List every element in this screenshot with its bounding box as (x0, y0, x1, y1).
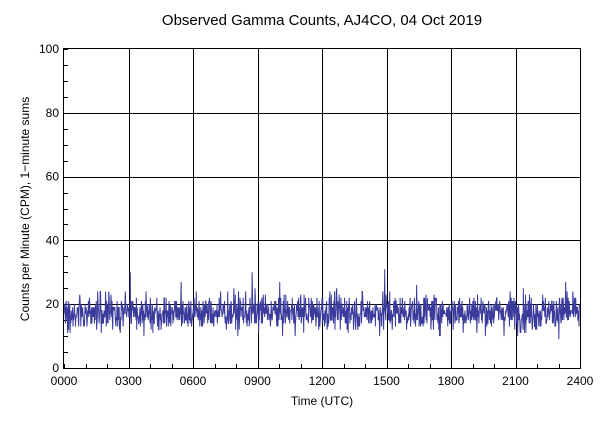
x-tick-label: 1200 (309, 374, 336, 388)
x-tick-label: 0300 (115, 374, 142, 388)
y-tick-label: 20 (46, 297, 60, 311)
y-tick-label: 80 (46, 106, 60, 120)
x-tick-label: 2100 (502, 374, 529, 388)
plot-frame (63, 48, 581, 369)
y-tick-label: 60 (46, 170, 60, 184)
x-tick-label: 1500 (373, 374, 400, 388)
x-tick-label: 1800 (438, 374, 465, 388)
y-tick-label: 0 (52, 361, 59, 375)
y-tick-labels: 0 20 40 60 80 100 (39, 42, 59, 375)
grid (64, 49, 580, 368)
y-tick-label: 40 (46, 233, 60, 247)
x-tick-labels: 0000 0300 0600 0900 1200 1500 1800 2100 2400 (51, 374, 594, 388)
x-axis-label: Time (UTC) (291, 394, 353, 408)
x-tick-label: 0600 (180, 374, 207, 388)
x-tick-label: 0000 (51, 374, 78, 388)
y-axis-label: Counts per Minute (CPM), 1−minute sums (18, 97, 32, 321)
y-tick-label: 100 (39, 42, 59, 56)
chart-title: Observed Gamma Counts, AJ4CO, 04 Oct 201… (162, 12, 482, 29)
x-tick-label: 0900 (244, 374, 271, 388)
series-line (63, 269, 581, 340)
x-tick-label: 2400 (567, 374, 594, 388)
